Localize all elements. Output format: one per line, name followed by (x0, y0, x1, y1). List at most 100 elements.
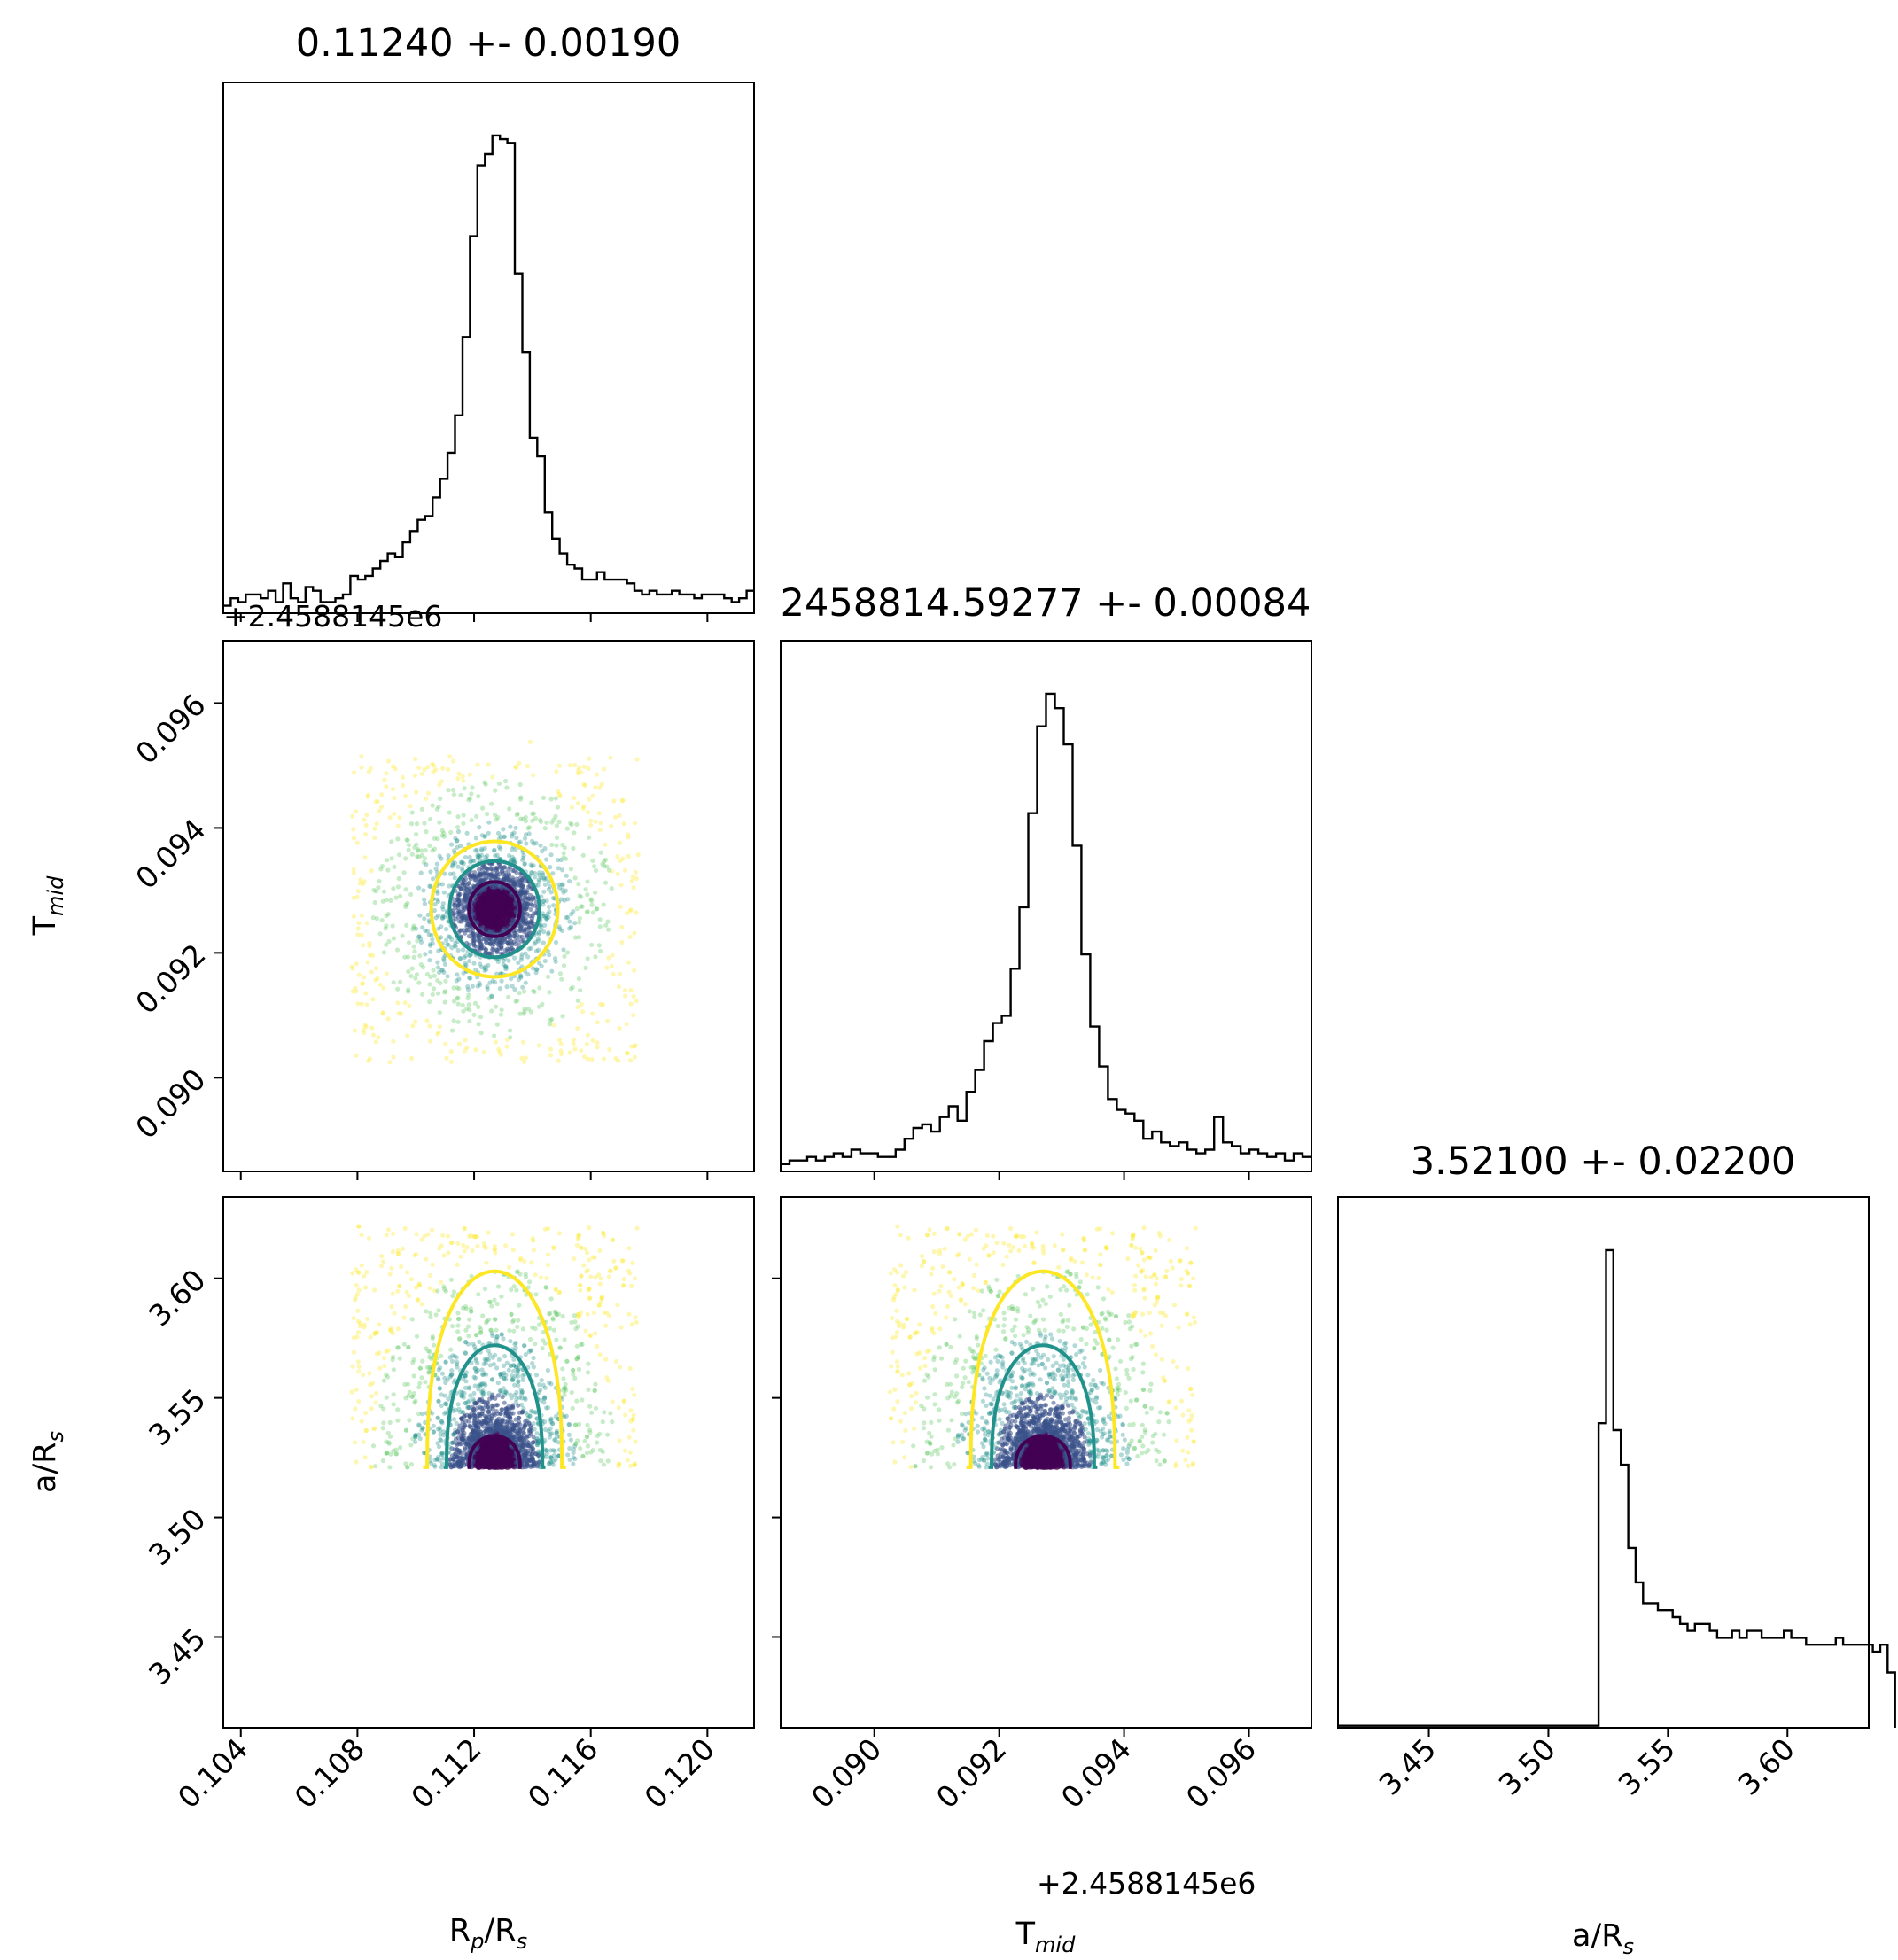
scatter-point (519, 1402, 525, 1407)
scatter-point (522, 1343, 527, 1349)
scatter-point (483, 1382, 488, 1388)
scatter-point (456, 771, 462, 776)
scatter-point (422, 1233, 427, 1239)
scatter-point (547, 990, 552, 995)
scatter-point (455, 1323, 461, 1328)
scatter-point (519, 1396, 525, 1401)
scatter-point (456, 976, 462, 982)
scatter-point (597, 1281, 603, 1287)
scatter-point (531, 988, 536, 993)
scatter-point (452, 900, 457, 906)
scatter-point (395, 1000, 401, 1006)
scatter-point (416, 765, 422, 771)
scatter-point (400, 1246, 406, 1251)
scatter-point (473, 877, 478, 883)
scatter-point (468, 976, 473, 981)
scatter-point (461, 1395, 466, 1400)
scatter-point (359, 932, 364, 937)
scatter-point (451, 1408, 456, 1413)
scatter-point (350, 989, 355, 994)
scatter-point (512, 859, 517, 865)
scatter-point (542, 882, 548, 887)
scatter-point (372, 899, 377, 906)
scatter-point (450, 860, 455, 866)
scatter-point (441, 1429, 447, 1435)
scatter-point (550, 1317, 556, 1322)
scatter-point (498, 1371, 503, 1377)
scatter-point (528, 945, 533, 951)
scatter-point (537, 873, 542, 878)
scatter-point (385, 912, 391, 917)
scatter-point (616, 1464, 621, 1469)
scatter-point (476, 1022, 481, 1027)
scatter-point (575, 801, 580, 806)
scatter-point (527, 1336, 533, 1342)
scatter-point (510, 1373, 515, 1379)
scatter-point (442, 1287, 447, 1292)
scatter-point (631, 1427, 636, 1433)
scatter-point (455, 903, 461, 908)
scatter-point (494, 950, 500, 955)
scatter-point (463, 1304, 469, 1310)
scatter-point (384, 1349, 389, 1355)
scatter-point (435, 1031, 440, 1037)
scatter-point (556, 789, 561, 795)
scatter-point (520, 1039, 526, 1045)
scatter-point (436, 1398, 441, 1404)
scatter-point (548, 1046, 554, 1052)
scatter-point (632, 1460, 638, 1466)
scatter-point (530, 1361, 535, 1366)
scatter-point (382, 1363, 387, 1369)
scatter-point (506, 1367, 511, 1373)
scatter-point (572, 1456, 578, 1462)
scatter-point (618, 971, 623, 976)
scatter-point (543, 1285, 548, 1290)
scatter-point (448, 842, 455, 847)
scatter-point (455, 828, 462, 835)
scatter-point (471, 1374, 477, 1380)
scatter-point (354, 1053, 359, 1058)
scatter-point (537, 817, 543, 822)
scatter-point (449, 945, 455, 951)
scatter-point (463, 1340, 469, 1345)
scatter-point (412, 949, 417, 954)
scatter-point (572, 830, 577, 836)
scatter-point (513, 1345, 518, 1350)
scatter-point (456, 986, 462, 992)
scatter-point (476, 1383, 481, 1388)
scatter-point (349, 964, 354, 969)
scatter-point (398, 979, 403, 984)
scatter-point (517, 760, 522, 766)
scatter-point (395, 823, 401, 828)
scatter-point (536, 877, 541, 883)
scatter-point (554, 1430, 559, 1435)
scatter-point (464, 928, 470, 933)
scatter-point (526, 884, 532, 890)
scatter-point (414, 1251, 419, 1257)
scatter-point (593, 785, 598, 790)
scatter-point (406, 847, 411, 852)
scatter-point (391, 1448, 396, 1453)
scatter-point (590, 910, 596, 915)
scatter-point (515, 1269, 520, 1274)
scatter-point (355, 1308, 361, 1313)
scatter-point (427, 1286, 432, 1291)
scatter-point (443, 1359, 448, 1365)
scatter-point (530, 818, 535, 823)
scatter-point (400, 774, 406, 780)
scatter-point (386, 1440, 392, 1445)
scatter-point (361, 1439, 366, 1444)
scatter-point (572, 1256, 577, 1262)
scatter-point (466, 1002, 471, 1007)
scatter-point (548, 1455, 554, 1460)
scatter-point (572, 762, 578, 768)
scatter-point (403, 1303, 408, 1310)
scatter-point (538, 922, 544, 928)
scatter-point (467, 1423, 472, 1428)
scatter-point (424, 1346, 429, 1351)
scatter-point (455, 1241, 461, 1246)
scatter-point (598, 1299, 603, 1304)
scatter-point (617, 813, 622, 819)
scatter-point (559, 1052, 564, 1057)
scatter-point (500, 1372, 505, 1377)
